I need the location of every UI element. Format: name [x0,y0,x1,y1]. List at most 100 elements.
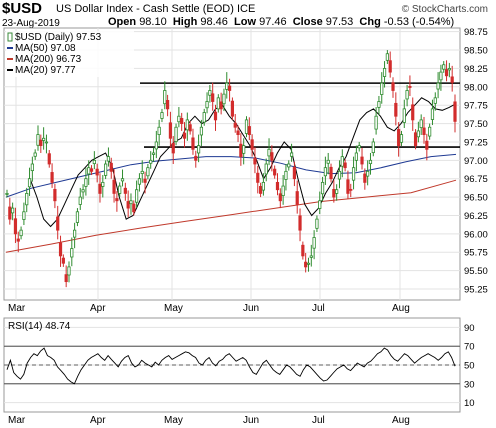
candle-body [250,139,254,150]
candle-body [225,82,229,90]
candle-body [306,262,311,265]
month-axis-label: Jun [243,303,259,314]
price-axis-tick-label: 98.50 [464,46,488,57]
legend-entry: MA(50) 97.08 [15,43,76,54]
candle-body [450,76,454,83]
candle-body [444,69,449,77]
candle-body [70,248,74,258]
high-label: High [172,16,198,28]
candle-body [363,173,367,183]
candle-body [419,119,423,129]
candle-body [27,178,32,188]
candle-body [397,129,401,147]
candle-body [402,108,406,123]
ma50-line [5,153,457,198]
candle-body [357,145,361,149]
candle-body [171,143,175,154]
open-label: Open [108,16,137,28]
candle-body [366,170,370,177]
candle-body [264,163,268,175]
candle-body [329,166,333,180]
symbol-label: $USD [2,0,43,17]
change-label: Chg [359,16,381,28]
month-axis-label: Aug [392,303,410,314]
candle-body [304,261,308,268]
candle-body [335,189,339,194]
candle-body [123,187,127,194]
candle-body [129,200,133,205]
candle-body [177,115,181,123]
price-axis-tick-label: 98.25 [464,64,488,75]
month-axis-label: Mar [8,415,26,426]
candle-body [146,167,150,177]
candle-body [346,179,350,194]
candle-body [115,198,119,202]
month-axis-label: May [164,303,183,314]
candle-body [202,112,206,123]
candle-body [135,189,139,203]
candle-body [256,172,260,183]
candle-body [61,257,65,264]
candle-body [436,82,440,90]
candle-body [137,178,142,185]
candle-body [64,274,68,283]
month-axis-label: Apr [90,415,106,426]
brand-watermark: © StockCharts.com [401,4,488,15]
candle-body [126,201,130,209]
candle-body [267,148,271,157]
candle-body [216,97,220,110]
candle-body [247,126,251,135]
candle-body [244,119,249,134]
price-axis-tick-label: 95.75 [464,248,488,259]
candle-body [275,181,280,191]
candle-body [8,206,12,220]
candle-body [413,132,418,147]
candle-body [101,181,105,187]
rsi-axis-tick-label: 10 [464,398,475,409]
price-axis-tick-label: 97.50 [464,119,488,130]
candle-body [194,155,198,161]
candle-body [149,159,153,164]
rsi-axis-tick-label: 90 [464,323,475,334]
month-axis-label: Jul [312,415,325,426]
candle-body [180,118,184,124]
exchange-label: ICE [236,3,256,15]
candle-body [78,196,82,205]
price-axis-tick-label: 96.00 [464,229,488,240]
candle-body [140,170,144,174]
candle-body [351,167,356,181]
low-value: 97.46 [259,16,287,28]
candle-body [109,162,113,172]
candle-body [227,85,232,91]
candle-body [428,126,432,137]
candle-body [182,132,187,139]
candle-body [416,130,420,138]
candle-body [374,115,378,130]
candle-body [53,188,57,202]
candle-body [67,266,71,276]
candle-body [354,152,358,161]
month-axis-label: Apr [90,303,106,314]
candle-body [326,159,330,164]
candle-body [281,185,285,197]
candle-body [219,101,223,110]
candle-body [205,101,209,109]
candle-body [104,163,108,176]
candle-body [242,145,246,154]
candle-body [371,141,375,154]
rsi-axis-tick-label: 50 [464,361,475,372]
candle-body [16,238,20,242]
month-axis-label: Jul [312,303,325,314]
quote-date: 23-Aug-2019 [2,18,60,29]
candle-body [261,181,266,191]
candle-body [284,170,288,180]
candle-body [166,100,170,110]
price-axis-tick-label: 98.00 [464,82,488,93]
candle-body [208,90,212,96]
candle-body [22,211,26,220]
ma200-line [5,179,457,253]
candle-body [163,90,167,105]
candle-body [422,127,426,135]
candle-body [301,244,305,257]
candle-body [287,163,291,168]
